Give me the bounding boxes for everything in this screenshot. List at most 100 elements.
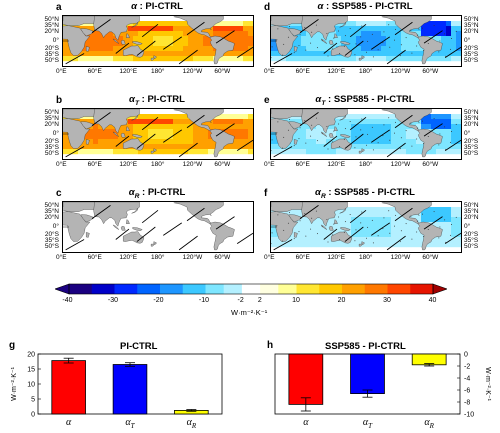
field-cell: [361, 227, 367, 233]
field-cell: [168, 139, 174, 145]
field-cell: [386, 124, 392, 130]
field-cell: [238, 46, 244, 52]
field-cell: [346, 222, 352, 228]
field-cell: [163, 207, 169, 213]
field-cell: [341, 217, 347, 223]
stipple-dot: [417, 127, 419, 129]
field-cell: [198, 56, 204, 62]
stipple-dot: [315, 24, 317, 26]
field-cell: [346, 139, 352, 145]
field-cell: [98, 129, 104, 135]
land-mass: [80, 121, 95, 130]
field-cell: [198, 149, 204, 155]
field-cell: [203, 144, 209, 150]
field-cell: [143, 222, 149, 228]
field-cell: [218, 31, 224, 37]
field-cell: [123, 134, 129, 140]
field-cell: [296, 26, 302, 32]
field-cell: [138, 119, 144, 125]
field-cell: [396, 217, 402, 223]
field-cell: [431, 217, 437, 223]
field-cell: [208, 217, 214, 223]
map-title-c: αR : PI-CTRL: [82, 187, 232, 200]
stipple-dot: [339, 53, 341, 54]
field-cell: [401, 41, 407, 47]
field-cell: [193, 31, 199, 37]
lon-label: 180°: [359, 68, 373, 75]
field-cell: [153, 212, 159, 218]
field-cell: [93, 144, 99, 150]
field-cell: [243, 139, 249, 145]
field-cell: [306, 227, 312, 233]
field-cell: [233, 242, 239, 248]
field-cell: [168, 119, 174, 125]
colorbar-segment: [296, 284, 320, 294]
field-cell: [391, 212, 397, 218]
land-mass: [334, 219, 338, 224]
stipple-dot: [349, 214, 351, 215]
field-cell: [173, 139, 179, 145]
field-cell: [386, 207, 392, 213]
field-cell: [431, 124, 437, 130]
field-cell: [376, 237, 382, 243]
stipple-dot: [377, 235, 379, 237]
field-cell: [193, 46, 199, 52]
field-cell: [138, 207, 144, 213]
field-cell: [158, 56, 164, 62]
field-cell: [143, 149, 149, 155]
field-cell: [351, 119, 357, 125]
field-cell: [148, 31, 154, 37]
trend-line: [141, 116, 159, 131]
field-cell: [291, 144, 297, 150]
field-cell: [271, 242, 277, 248]
stipple-dot: [293, 145, 295, 147]
field-cell: [133, 21, 139, 27]
field-cell: [243, 227, 249, 233]
field-cell: [143, 212, 149, 218]
field-cell: [168, 31, 174, 37]
field-cell: [441, 26, 447, 32]
field-cell: [396, 46, 402, 52]
field-cell: [193, 144, 199, 150]
stipple-dot: [277, 28, 279, 30]
field-cell: [396, 212, 402, 218]
colorbar-segment: [223, 284, 243, 294]
field-cell: [316, 222, 322, 228]
field-cell: [123, 232, 129, 238]
field-cell: [108, 222, 114, 228]
lat-label: 0°: [464, 129, 471, 137]
field-cell: [183, 134, 189, 140]
field-cell: [163, 31, 169, 37]
field-cell: [291, 212, 297, 218]
field-cell: [98, 31, 104, 37]
field-cell: [371, 119, 377, 125]
field-cell: [451, 144, 457, 150]
field-cell: [371, 144, 377, 150]
stipple-dot: [445, 241, 447, 243]
field-cell: [326, 41, 332, 47]
field-cell: [143, 119, 149, 125]
field-cell: [346, 129, 352, 135]
field-cell: [421, 217, 427, 223]
field-cell: [188, 232, 194, 238]
field-cell: [203, 242, 209, 248]
field-cell: [238, 237, 244, 243]
field-cell: [421, 31, 427, 37]
field-cell: [103, 149, 109, 155]
stipple-dot: [276, 132, 278, 134]
stipple-dot: [400, 44, 402, 46]
field-cell: [356, 56, 362, 62]
field-cell: [436, 144, 442, 150]
trend-line: [273, 53, 293, 65]
field-cell: [371, 232, 377, 238]
field-cell: [238, 51, 244, 57]
field-cell: [311, 41, 317, 47]
field-cell: [401, 51, 407, 57]
field-cell: [188, 56, 194, 62]
field-cell: [446, 144, 452, 150]
field-cell: [341, 36, 347, 42]
field-cell: [446, 114, 452, 120]
field-cell: [366, 119, 372, 125]
field-cell: [456, 26, 461, 32]
field-cell: [311, 134, 317, 140]
